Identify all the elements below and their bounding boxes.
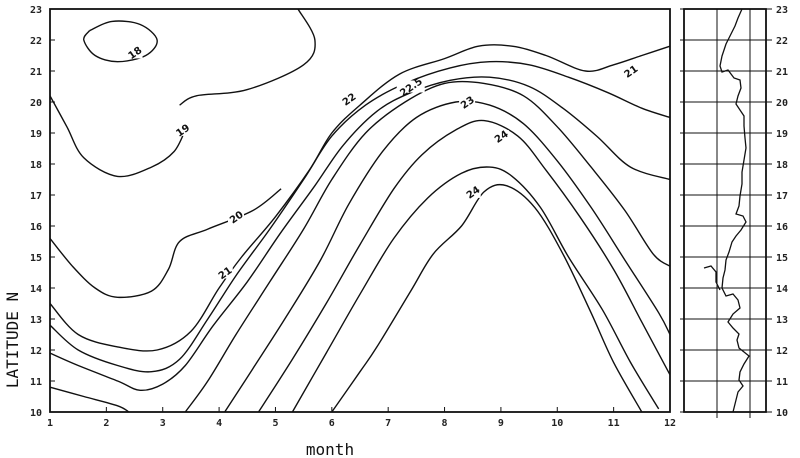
- contour-label-bg: [126, 46, 143, 59]
- contour-line-20-3: [49, 188, 282, 299]
- contour-line-24-11: [291, 166, 660, 413]
- inset-lat-label: 21: [776, 67, 788, 78]
- inset-lat-label: 15: [776, 253, 788, 264]
- x-tick-label: 4: [216, 418, 222, 429]
- inset-lat-label: 18: [776, 160, 788, 171]
- y-tick-label: 10: [30, 408, 42, 419]
- contour-line-12: [331, 183, 643, 413]
- contour-label-bg: [216, 266, 233, 279]
- y-tick-label: 22: [30, 36, 42, 47]
- inset-lat-label: 10: [776, 408, 788, 419]
- inset-lat-label: 19: [776, 129, 788, 140]
- plot-frame: [49, 8, 671, 413]
- y-tick-label: 17: [30, 191, 42, 202]
- inset-lat-label: 16: [776, 222, 788, 233]
- x-tick-label: 7: [385, 418, 391, 429]
- coastline-island: [703, 265, 721, 291]
- y-axis-ticks: 10 11 12 13 14 15 16 17 18 19 20 21 22 23: [30, 5, 55, 419]
- contour-line-23-9: [224, 100, 671, 413]
- inset-lat-label: 23: [776, 5, 788, 16]
- y-tick-label: 12: [30, 346, 42, 357]
- contour-line-18-0: [83, 20, 158, 63]
- y-tick-label: 15: [30, 253, 42, 264]
- contour-line-10: [257, 119, 671, 413]
- contour-line-19-2: [179, 8, 316, 106]
- contour-label-bg: [174, 123, 191, 136]
- inset-frame: [683, 8, 767, 413]
- inset-lat-label: 22: [776, 36, 788, 47]
- y-tick-label: 11: [30, 377, 42, 388]
- y-tick-label: 13: [30, 315, 42, 326]
- contour-line-8: [184, 80, 671, 413]
- inset-coastline-map: 23 22 21 20 19 18 17 16 15 14 13 12 11 10: [680, 5, 788, 419]
- x-tick-label: 5: [272, 418, 278, 429]
- inset-lat-label: 11: [776, 377, 788, 388]
- contour-label-bg: [396, 80, 425, 93]
- y-tick-label: 18: [30, 160, 42, 171]
- inset-lat-label: 20: [776, 98, 788, 109]
- contour-label-bg: [459, 96, 476, 108]
- contour-line-21-4: [49, 44, 671, 352]
- x-axis-ticks: 1 2 3 4 5 6 7 8 9 10 11 12: [47, 407, 676, 429]
- x-tick-label: 6: [329, 418, 335, 429]
- coastline: [719, 8, 750, 413]
- contour-line-19-1: [49, 95, 186, 178]
- y-tick-label: 19: [30, 129, 42, 140]
- contour-label: 22.5: [398, 76, 425, 99]
- x-tick-label: 2: [103, 418, 109, 429]
- y-tick-label: 23: [30, 5, 42, 16]
- x-tick-label: 3: [160, 418, 166, 429]
- inset-latitude-ticks: 23 22 21 20 19 18 17 16 15 14 13 12 11 10: [776, 5, 788, 419]
- y-tick-label: 21: [30, 67, 42, 78]
- x-tick-label: 12: [664, 418, 676, 429]
- inset-lat-label: 17: [776, 191, 788, 202]
- inset-lat-label: 13: [776, 315, 788, 326]
- contour-line-22-6: [49, 76, 671, 392]
- y-tick-label: 16: [30, 222, 42, 233]
- x-axis-label: month: [306, 440, 354, 458]
- contour-label-bg: [228, 210, 244, 223]
- contour-line-7: [49, 386, 130, 413]
- x-tick-label: 8: [442, 418, 448, 429]
- inset-lat-label: 12: [776, 346, 788, 357]
- x-tick-label: 11: [608, 418, 620, 429]
- contour-label-bg: [622, 65, 639, 77]
- contour-label-bg: [340, 92, 357, 105]
- y-tick-label: 14: [30, 284, 42, 295]
- inset-lat-label: 14: [776, 284, 788, 295]
- x-tick-label: 9: [498, 418, 504, 429]
- contour-label-bg: [492, 130, 509, 143]
- y-axis-label: LATITUDE N: [3, 292, 22, 388]
- x-tick-label: 1: [47, 418, 53, 429]
- x-tick-label: 10: [551, 418, 563, 429]
- contour-line-5: [49, 60, 671, 373]
- contour-lines: [49, 8, 671, 413]
- y-tick-label: 20: [30, 98, 42, 109]
- contour-label-bg: [464, 185, 481, 198]
